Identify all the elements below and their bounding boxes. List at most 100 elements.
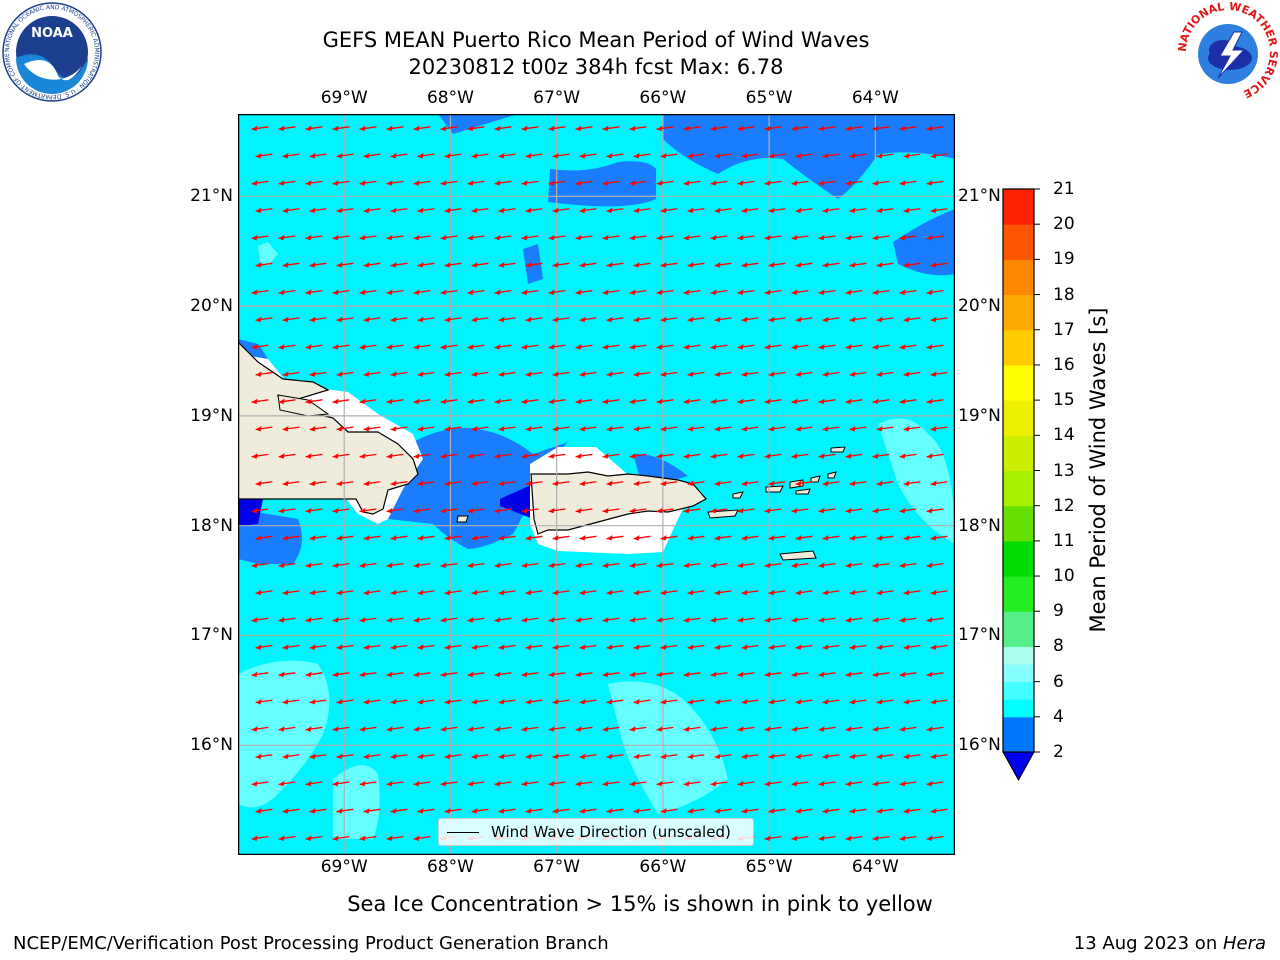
wind-arrow [386, 671, 404, 678]
wind-arrow [363, 535, 381, 541]
wind-arrow [899, 453, 917, 459]
wind-arrow [710, 125, 728, 132]
wind-arrow [579, 698, 597, 705]
colorbar-tick-label: 18 [1053, 284, 1075, 305]
wind-arrow [498, 535, 516, 541]
wind-arrow [440, 780, 458, 787]
wind-arrow [278, 453, 296, 459]
wind-arrow [575, 617, 593, 623]
wind-arrow [660, 808, 678, 814]
wind-arrow [930, 371, 948, 377]
wind-arrow [278, 726, 296, 732]
wind-arrow [255, 535, 273, 541]
wind-arrow [471, 753, 489, 760]
wind-arrow [363, 207, 381, 214]
wind-arrow [579, 808, 597, 814]
wind-arrow [795, 644, 813, 650]
wind-arrow [386, 726, 404, 732]
wind-arrow [602, 671, 620, 678]
wind-arrow [444, 371, 462, 377]
wind-arrow [309, 808, 327, 814]
wind-arrow [818, 835, 836, 841]
wind-arrow [737, 562, 755, 568]
wind-arrow [656, 289, 674, 295]
wind-arrow [795, 480, 813, 487]
wind-arrow [741, 480, 759, 487]
wind-arrow [606, 480, 624, 487]
wind-arrow [791, 835, 809, 841]
wind-arrow [440, 726, 458, 732]
wind-arrow [714, 207, 732, 214]
wind-arrow [606, 644, 624, 650]
wind-arrow [336, 262, 354, 268]
colorbar-tick-label: 9 [1053, 601, 1064, 622]
wind-arrow [255, 207, 273, 214]
wind-arrow [714, 262, 732, 268]
wind-arrow [768, 207, 786, 214]
wind-arrow [548, 780, 566, 787]
wind-arrow [710, 344, 728, 350]
wind-arrow [309, 535, 327, 541]
lon-label-bottom: 67°W [533, 857, 581, 877]
sea-ice-note: Sea Ice Concentration > 15% is shown in … [347, 892, 933, 916]
wind-arrow [903, 698, 921, 705]
wind-arrow [251, 234, 269, 241]
wind-arrow [903, 152, 921, 159]
lat-label-right: 19°N [958, 405, 1001, 426]
wind-arrow [930, 480, 948, 487]
lat-label-right: 17°N [958, 625, 1001, 646]
wind-arrow [332, 562, 350, 568]
wind-arrow [903, 316, 921, 323]
wind-arrow [660, 152, 678, 159]
wind-arrow [363, 316, 381, 323]
wind-arrow [494, 726, 512, 732]
wind-arrow [255, 644, 273, 650]
wind-arrow [548, 344, 566, 350]
colorbar-under-triangle [1002, 751, 1035, 782]
lon-label-bottom: 64°W [851, 857, 899, 877]
wind-arrow [602, 726, 620, 732]
wind-arrow [552, 316, 570, 323]
colorbar-tick-label: 10 [1053, 566, 1075, 587]
wind-arrow [282, 753, 300, 760]
wind-arrow [417, 698, 435, 705]
wind-arrow [845, 453, 863, 459]
wind-arrow [926, 507, 944, 514]
wind-arrow [714, 152, 732, 159]
wind-arrow [633, 152, 651, 159]
wind-arrow [390, 480, 408, 487]
wind-arrow [521, 398, 539, 405]
wind-arrow [899, 671, 917, 678]
wind-arrow [440, 234, 458, 241]
wind-arrow [359, 671, 377, 678]
wind-arrow [363, 371, 381, 377]
wind-arrow [278, 671, 296, 678]
wind-arrow [575, 125, 593, 132]
wind-arrow [494, 671, 512, 678]
wind-arrow [251, 398, 269, 405]
wind-arrow [521, 726, 539, 732]
wind-arrow [390, 535, 408, 541]
wind-arrow [305, 671, 323, 678]
wind-arrow [444, 152, 462, 159]
wind-arrow [629, 453, 647, 459]
wind-arrow [683, 180, 701, 186]
wind-arrow [521, 234, 539, 241]
wind-arrow [521, 780, 539, 787]
wind-arrow [687, 589, 705, 596]
wind-arrow [687, 316, 705, 323]
wind-arrow [413, 562, 431, 568]
wind-arrow [656, 617, 674, 623]
wind-arrow [903, 753, 921, 760]
wind-arrow [872, 835, 890, 841]
wind-arrow [930, 262, 948, 268]
wind-arrow [683, 398, 701, 405]
wind-arrow [849, 644, 867, 650]
wind-arrow [471, 644, 489, 650]
wind-arrow [764, 617, 782, 623]
colorbar-tick-label: 19 [1053, 249, 1075, 270]
wind-arrow [660, 753, 678, 760]
wind-arrow [282, 371, 300, 377]
wind-arrow [849, 207, 867, 214]
map-legend: Wind Wave Direction (unscaled) [438, 818, 754, 846]
